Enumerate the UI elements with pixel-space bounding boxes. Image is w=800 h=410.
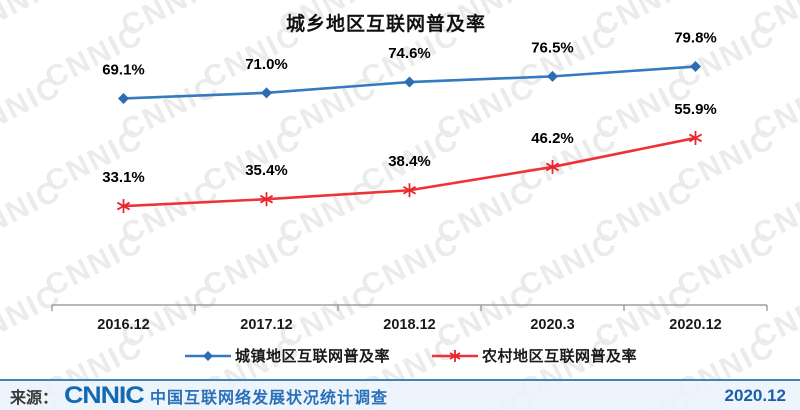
data-label: 46.2% — [531, 130, 574, 147]
cnnic-logo: CNNIC — [64, 381, 145, 409]
x-axis-label: 2020.12 — [669, 317, 721, 333]
data-label: 74.6% — [388, 45, 431, 62]
chart-title: 城乡地区互联网普及率 — [285, 14, 486, 35]
rural-series-marker-icon — [432, 349, 478, 362]
chart-legend: 城镇地区互联网普及率 农村地区互联网普及率 — [0, 345, 800, 366]
urban-series-marker-icon — [184, 350, 231, 361]
report-date: 2020.12 — [724, 385, 786, 405]
source-footer: 来源： CNNIC 中国互联网络发展状况统计调查 2020.12 — [0, 379, 800, 410]
data-label: 35.4% — [245, 162, 288, 179]
x-axis-label: 2017.12 — [240, 317, 292, 333]
line-chart: 2016.12 2017.12 2018.12 2020.3 2020.12 69.1% 7… — [51, 30, 768, 333]
series-1: 33.1% 35.4% 38.4% 46.2% 55.9% — [102, 101, 717, 214]
legend-label-rural: 农村地区互联网普及率 — [482, 348, 638, 365]
data-label: 71.0% — [245, 56, 288, 73]
source-text: 中国互联网络发展状况统计调查 — [150, 389, 389, 407]
legend-item-urban: 城镇地区互联网普及率 — [184, 345, 390, 366]
x-axis-label: 2020.3 — [530, 317, 574, 333]
data-label: 76.5% — [531, 39, 574, 56]
data-label: 55.9% — [674, 101, 717, 118]
x-axis-label: 2018.12 — [383, 317, 435, 333]
series-0: 69.1% 71.0% 74.6% 76.5% 79.8% — [102, 30, 717, 104]
x-axis-label: 2016.12 — [97, 317, 149, 333]
data-label: 79.8% — [674, 30, 717, 47]
data-label: 38.4% — [388, 153, 431, 170]
data-label: 33.1% — [102, 169, 145, 186]
data-label: 69.1% — [102, 61, 145, 78]
legend-label-urban: 城镇地区互联网普及率 — [234, 348, 390, 365]
source-label: 来源： — [10, 389, 59, 407]
legend-item-rural: 农村地区互联网普及率 — [432, 345, 637, 366]
